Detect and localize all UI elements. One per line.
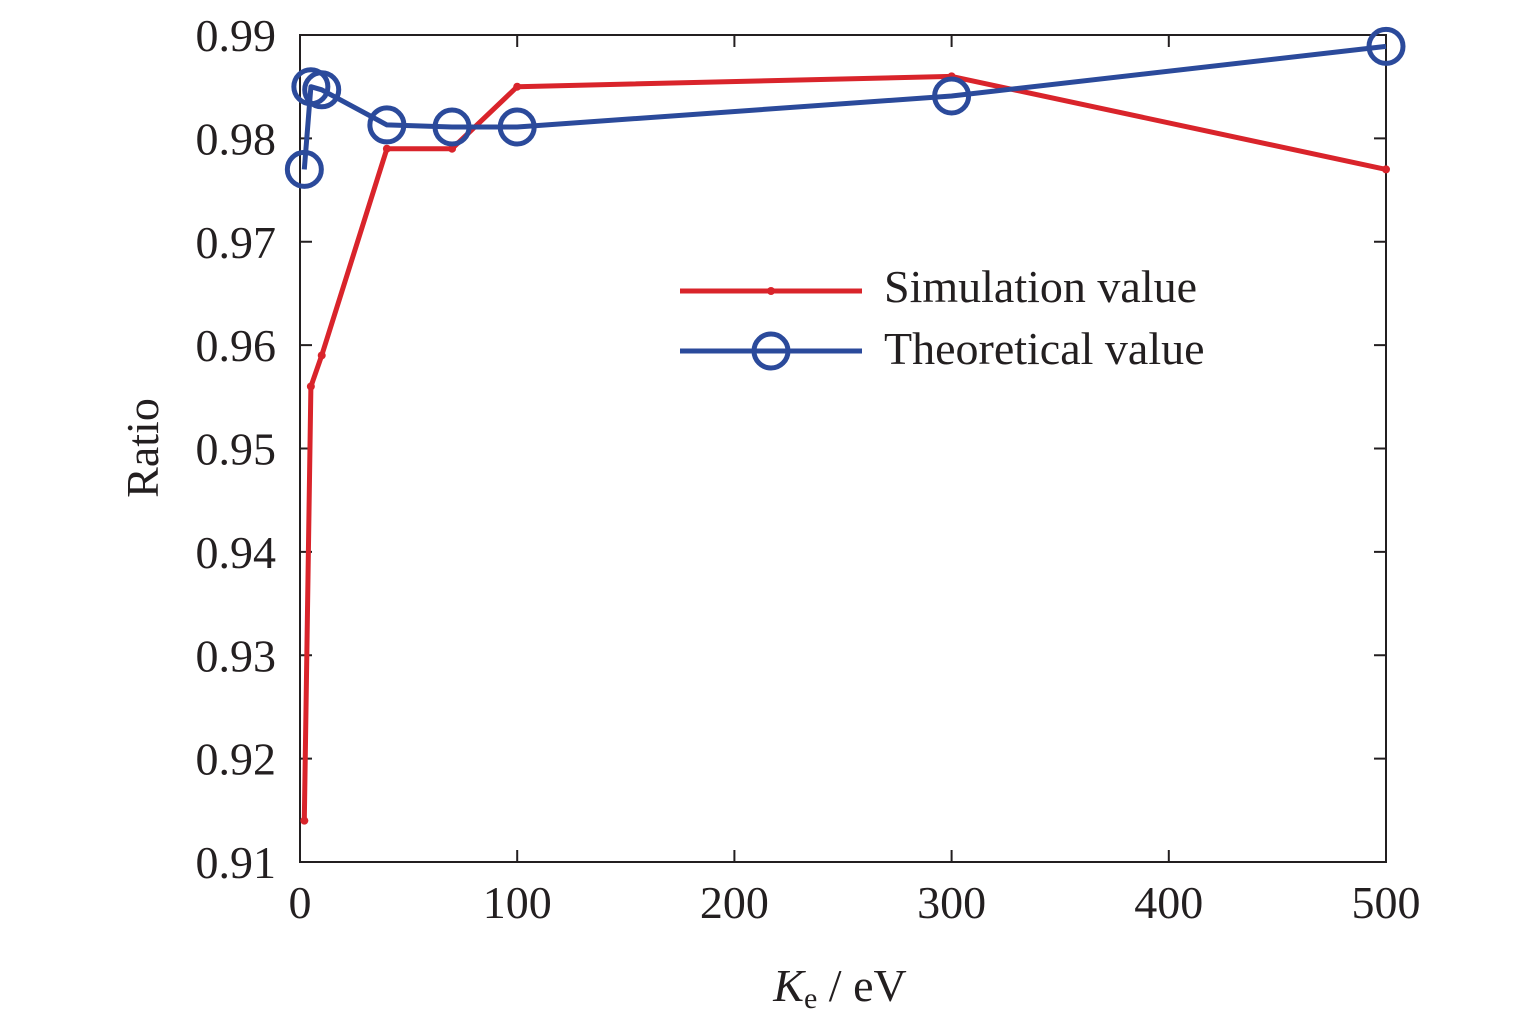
y-tick-label: 0.99 bbox=[196, 10, 277, 61]
y-tick-label: 0.93 bbox=[196, 630, 277, 681]
x-axis-label: Ke / eV bbox=[772, 960, 906, 1015]
x-axis-label-subscript: e bbox=[804, 982, 817, 1015]
data-point bbox=[432, 107, 472, 147]
series-simulation bbox=[300, 72, 1390, 825]
x-axis-label-main: K bbox=[772, 960, 806, 1011]
x-axis-label-rest: / eV bbox=[817, 960, 906, 1011]
data-point bbox=[448, 144, 457, 153]
y-tick-label: 0.98 bbox=[196, 113, 277, 164]
data-point bbox=[302, 70, 342, 110]
series-layer bbox=[284, 26, 1406, 825]
x-tick-label: 200 bbox=[700, 877, 769, 928]
y-tick-label: 0.96 bbox=[196, 320, 277, 371]
y-axis-label: Ratio bbox=[117, 398, 168, 498]
y-tick-label: 0.92 bbox=[196, 734, 277, 785]
series-line bbox=[301, 73, 1387, 821]
data-point bbox=[284, 149, 324, 189]
tick-labels: 0 100 200 300 400 500 0.91 0.92 0.93 0.94 0.95 0.96… bbox=[196, 10, 1421, 928]
data-point bbox=[513, 82, 522, 91]
x-tick-label: 0 bbox=[289, 877, 312, 928]
axis-ticks bbox=[299, 34, 1387, 863]
data-point bbox=[367, 105, 407, 145]
data-point bbox=[497, 107, 537, 147]
data-point bbox=[932, 76, 972, 116]
y-tick-label: 0.94 bbox=[196, 527, 277, 578]
y-tick-label: 0.95 bbox=[196, 424, 277, 475]
x-tick-label: 100 bbox=[483, 877, 552, 928]
data-point bbox=[382, 144, 391, 153]
legend-marker-theoretical bbox=[751, 331, 791, 371]
data-point bbox=[1382, 165, 1390, 174]
series-theoretical bbox=[284, 26, 1406, 189]
x-tick-label: 300 bbox=[917, 877, 986, 928]
data-point bbox=[300, 816, 309, 825]
y-tick-label: 0.91 bbox=[196, 837, 277, 888]
legend: Simulation value Theoretical value bbox=[680, 261, 1205, 374]
data-point bbox=[1366, 26, 1406, 66]
legend-marker-simulation bbox=[767, 287, 775, 295]
plot-area bbox=[299, 34, 1387, 863]
x-tick-label: 400 bbox=[1134, 877, 1203, 928]
series-line bbox=[301, 43, 1387, 170]
y-tick-label: 0.97 bbox=[196, 217, 277, 268]
legend-label-theoretical: Theoretical value bbox=[884, 323, 1205, 374]
x-tick-label: 500 bbox=[1352, 877, 1421, 928]
legend-label-simulation: Simulation value bbox=[884, 261, 1197, 312]
data-point bbox=[317, 351, 326, 360]
data-point bbox=[306, 382, 315, 391]
